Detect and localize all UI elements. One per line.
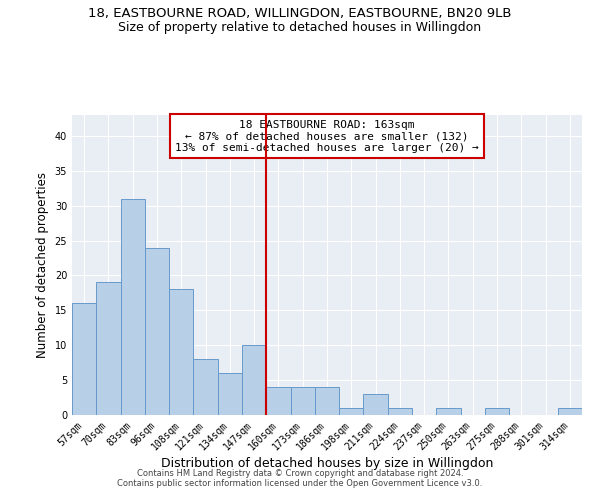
Y-axis label: Number of detached properties: Number of detached properties bbox=[36, 172, 49, 358]
Bar bbox=[364, 394, 388, 415]
X-axis label: Distribution of detached houses by size in Willingdon: Distribution of detached houses by size … bbox=[161, 458, 493, 470]
Bar bbox=[339, 408, 364, 415]
Bar bbox=[121, 198, 145, 415]
Bar bbox=[72, 304, 96, 415]
Bar bbox=[485, 408, 509, 415]
Bar bbox=[388, 408, 412, 415]
Bar bbox=[145, 248, 169, 415]
Bar bbox=[290, 387, 315, 415]
Bar bbox=[315, 387, 339, 415]
Text: 18, EASTBOURNE ROAD, WILLINGDON, EASTBOURNE, BN20 9LB: 18, EASTBOURNE ROAD, WILLINGDON, EASTBOU… bbox=[88, 8, 512, 20]
Text: Contains HM Land Registry data © Crown copyright and database right 2024.: Contains HM Land Registry data © Crown c… bbox=[137, 468, 463, 477]
Bar bbox=[266, 387, 290, 415]
Text: Size of property relative to detached houses in Willingdon: Size of property relative to detached ho… bbox=[118, 21, 482, 34]
Bar bbox=[218, 373, 242, 415]
Text: 18 EASTBOURNE ROAD: 163sqm
← 87% of detached houses are smaller (132)
13% of sem: 18 EASTBOURNE ROAD: 163sqm ← 87% of deta… bbox=[175, 120, 479, 152]
Bar bbox=[96, 282, 121, 415]
Bar bbox=[436, 408, 461, 415]
Bar bbox=[193, 359, 218, 415]
Bar bbox=[169, 290, 193, 415]
Text: Contains public sector information licensed under the Open Government Licence v3: Contains public sector information licen… bbox=[118, 478, 482, 488]
Bar bbox=[242, 345, 266, 415]
Bar bbox=[558, 408, 582, 415]
